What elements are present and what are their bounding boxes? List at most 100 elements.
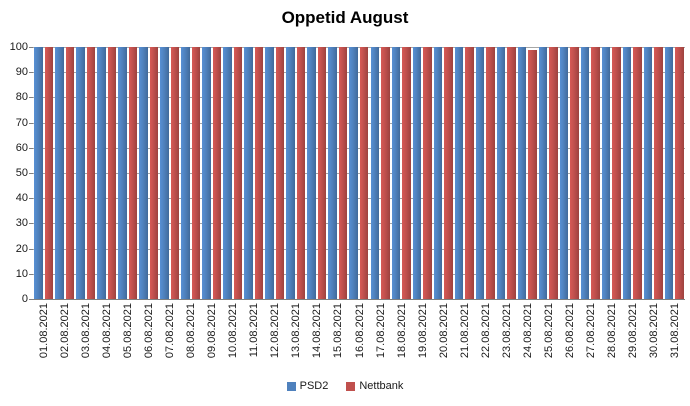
gridline: [33, 173, 685, 174]
bar-nettbank: [570, 47, 579, 299]
bar-group: [138, 47, 159, 299]
bar-psd2: [265, 47, 274, 299]
y-axis-tick-mark: [29, 72, 33, 74]
bar-group: [412, 47, 433, 299]
bar-nettbank: [654, 47, 663, 299]
bar-group: [327, 47, 348, 299]
bar-group: [370, 47, 391, 299]
y-axis-tick-mark: [29, 299, 33, 300]
x-axis-tick-label: 31.08.2021: [668, 303, 681, 359]
x-axis-tick-label: 17.08.2021: [374, 303, 387, 359]
x-axis-tick-label: 06.08.2021: [143, 303, 156, 359]
bar-group: [622, 47, 643, 299]
bar-group: [475, 47, 496, 299]
y-axis-tick-label: 80: [15, 91, 28, 104]
x-axis-tick-label: 03.08.2021: [80, 303, 93, 359]
y-axis-tick-mark: [29, 198, 33, 200]
bar-nettbank: [149, 47, 159, 299]
bar-group: [180, 47, 201, 299]
bar-psd2: [181, 47, 190, 299]
bar-group: [348, 47, 369, 299]
gridline: [33, 97, 685, 99]
x-axis-tick-label: 10.08.2021: [227, 303, 240, 359]
y-axis-tick-label: 40: [15, 192, 28, 205]
bar-psd2: [412, 47, 422, 299]
bar-nettbank: [528, 49, 537, 299]
bar-psd2: [328, 47, 337, 299]
gridline: [33, 248, 685, 250]
gridline: [33, 122, 685, 124]
legend-item-psd2: PSD2: [286, 380, 329, 392]
bar-psd2: [475, 47, 485, 299]
x-axis-tick-label: 18.08.2021: [395, 303, 408, 359]
bar-group: [538, 47, 559, 299]
gridline: [33, 147, 685, 149]
bar-psd2: [55, 47, 64, 299]
bar-nettbank: [107, 47, 117, 299]
bar-group: [159, 47, 180, 299]
bar-group: [96, 47, 117, 299]
bar-nettbank: [486, 47, 495, 299]
x-axis-tick-label: 15.08.2021: [332, 303, 345, 359]
bar-psd2: [643, 47, 653, 299]
legend-swatch-icon: [286, 381, 296, 391]
bar-nettbank: [612, 47, 621, 299]
bar-psd2: [370, 47, 380, 299]
bar-nettbank: [86, 47, 96, 299]
bar-group: [664, 47, 685, 299]
bar-group: [517, 47, 538, 299]
y-axis-tick-mark: [29, 97, 33, 99]
x-axis-tick-label: 20.08.2021: [437, 303, 450, 359]
bar-nettbank: [359, 47, 369, 299]
bar-psd2: [517, 47, 527, 299]
bar-psd2: [622, 47, 632, 299]
bar-nettbank: [549, 47, 558, 299]
gridline: [33, 198, 685, 200]
bar-psd2: [538, 47, 548, 299]
bar-psd2: [496, 47, 506, 299]
bar-nettbank: [44, 47, 54, 299]
bar-nettbank: [233, 47, 243, 299]
x-axis-tick-label: 26.08.2021: [563, 303, 576, 359]
x-axis-tick-label: 09.08.2021: [206, 303, 219, 359]
bar-nettbank: [254, 47, 264, 299]
x-axis-tick-label: 19.08.2021: [416, 303, 429, 359]
y-axis-tick-mark: [29, 122, 33, 124]
bar-nettbank: [591, 47, 600, 299]
bar-nettbank: [170, 47, 180, 299]
bar-group: [496, 47, 517, 299]
x-axis-tick-label: 27.08.2021: [584, 303, 597, 359]
bar-psd2: [454, 47, 464, 299]
y-axis-tick-mark: [29, 147, 33, 149]
legend-label: PSD2: [299, 380, 329, 392]
bar-nettbank: [296, 47, 306, 299]
bar-nettbank: [212, 47, 222, 299]
y-axis-tick-label: 30: [15, 217, 28, 230]
y-axis-tick-label: 100: [9, 41, 28, 53]
bar-group: [117, 47, 138, 299]
bar-nettbank: [507, 47, 516, 299]
x-axis-tick-label: 30.08.2021: [647, 303, 660, 359]
y-axis-tick-mark: [29, 223, 33, 225]
bar-nettbank: [633, 47, 642, 299]
chart-title: Oppetid August: [281, 8, 409, 27]
bar-group: [222, 47, 243, 299]
bar-group: [54, 47, 75, 299]
x-axis-tick-label: 28.08.2021: [605, 303, 618, 359]
bar-nettbank: [402, 47, 411, 299]
bar-psd2: [580, 47, 590, 299]
bar-psd2: [244, 47, 253, 299]
bar-group: [433, 47, 454, 299]
bar-group: [33, 47, 54, 299]
bar-group: [391, 47, 412, 299]
y-axis-tick-mark: [29, 173, 33, 174]
bar-nettbank: [128, 47, 138, 299]
x-axis-tick-label: 24.08.2021: [521, 303, 534, 359]
x-axis-tick-label: 11.08.2021: [248, 303, 261, 358]
y-axis-tick-label: 70: [15, 116, 28, 129]
bar-psd2: [433, 47, 443, 299]
y-axis-tick-label: 0: [21, 293, 28, 305]
bar-group: [454, 47, 475, 299]
gridline: [33, 72, 685, 74]
bar-psd2: [139, 47, 148, 299]
